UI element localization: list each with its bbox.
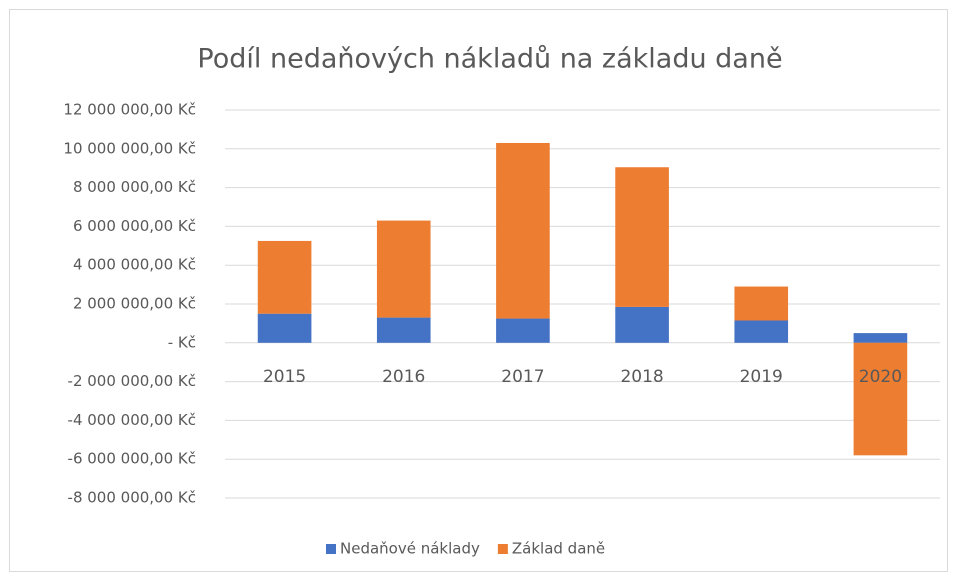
y-tick-label: 8 000 000,00 Kč — [73, 178, 196, 196]
x-tick-label: 2020 — [859, 367, 902, 387]
bar-segment — [257, 313, 312, 343]
x-tick-label: 2019 — [740, 367, 783, 387]
bar-segment — [615, 167, 669, 307]
x-tick-label: 2016 — [382, 367, 425, 387]
y-tick-label: 4 000 000,00 Kč — [73, 256, 196, 274]
y-tick-label: 2 000 000,00 Kč — [73, 295, 196, 313]
bar-segment — [734, 320, 789, 343]
bar-segment — [376, 220, 431, 318]
y-tick-label: -8 000 000,00 Kč — [68, 489, 196, 507]
y-tick-label: 10 000 000,00 Kč — [63, 139, 196, 157]
bar-segment — [376, 317, 431, 343]
y-tick-label: 6 000 000,00 Kč — [73, 217, 196, 235]
legend-swatch — [326, 544, 336, 554]
bar-segment — [853, 333, 908, 343]
y-tick-label: -2 000 000,00 Kč — [68, 372, 196, 390]
bar-segment — [853, 342, 908, 456]
x-tick-label: 2018 — [620, 367, 663, 387]
y-tick-label: -4 000 000,00 Kč — [68, 411, 196, 429]
bar-segment — [496, 318, 550, 343]
legend-swatch — [497, 544, 508, 554]
y-tick-label: -6 000 000,00 Kč — [68, 450, 196, 468]
x-tick-label: 2017 — [501, 367, 544, 387]
bar-segment — [734, 286, 789, 321]
y-tick-label: 12 000 000,00 Kč — [63, 101, 196, 119]
legend-label: Základ daně — [512, 540, 605, 558]
bar-segment — [615, 306, 669, 343]
y-tick-label: - Kč — [168, 333, 196, 351]
chart-title: Podíl nedaňových nákladů na základu daně — [197, 44, 782, 75]
legend-label: Nedaňové náklady — [340, 540, 480, 558]
bar-segment — [496, 142, 550, 319]
chart-border — [9, 9, 948, 572]
x-tick-label: 2015 — [263, 367, 306, 387]
bar-segment — [257, 240, 312, 314]
